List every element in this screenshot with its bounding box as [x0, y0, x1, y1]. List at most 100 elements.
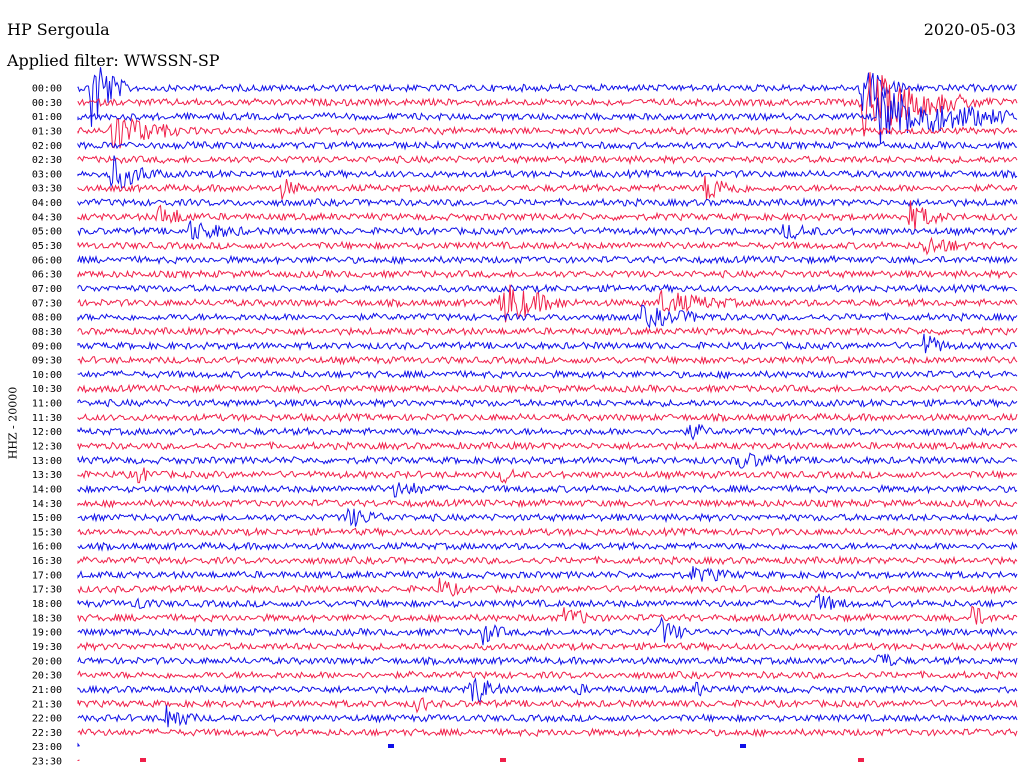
time-label: 12:30 — [32, 442, 62, 453]
time-label: 02:00 — [32, 141, 62, 152]
time-label: 09:30 — [32, 356, 62, 367]
trace-line — [77, 742, 80, 747]
trace-line — [77, 325, 1018, 337]
time-label: 19:30 — [32, 642, 62, 653]
time-label: 00:30 — [32, 98, 62, 109]
time-label: 04:00 — [32, 198, 62, 209]
time-label: 16:00 — [32, 542, 62, 553]
trace-line — [77, 541, 1018, 552]
time-label: 10:00 — [32, 370, 62, 381]
trace-line — [77, 467, 1018, 485]
time-label: 08:30 — [32, 327, 62, 338]
time-labels: 00:00 00:30 01:00 01:30 02:00 02:30 03:00 03:30… — [32, 84, 62, 768]
trace-line — [77, 616, 1018, 646]
time-label: 14:30 — [32, 499, 62, 510]
time-label: 07:30 — [32, 298, 62, 309]
time-label: 06:30 — [32, 270, 62, 281]
trace-line — [77, 697, 1018, 714]
time-label: 20:00 — [32, 656, 62, 667]
time-label: 06:00 — [32, 255, 62, 266]
trace-line — [77, 67, 1018, 127]
time-label: 01:00 — [32, 112, 62, 123]
trace-line — [77, 412, 1018, 423]
time-label: 23:00 — [32, 742, 62, 753]
time-label: 08:00 — [32, 313, 62, 324]
trace-line — [77, 175, 1018, 201]
trace-line — [77, 440, 1018, 451]
trace-line — [77, 284, 1018, 323]
trace-line — [77, 452, 1018, 469]
trace-line — [77, 369, 1018, 380]
time-label: 12:00 — [32, 427, 62, 438]
trace-line — [77, 566, 1018, 582]
time-label: 03:00 — [32, 169, 62, 180]
trace-line — [77, 72, 1018, 137]
trace-line — [77, 269, 1018, 280]
time-label: 17:00 — [32, 570, 62, 581]
station-title: HP Sergoula — [7, 20, 110, 39]
time-label: 21:30 — [32, 699, 62, 710]
time-label: 04:30 — [32, 212, 62, 223]
time-label: 20:30 — [32, 671, 62, 682]
time-label: 09:00 — [32, 341, 62, 352]
time-label: 02:30 — [32, 155, 62, 166]
time-label: 19:00 — [32, 628, 62, 639]
trace-line — [77, 507, 1018, 527]
time-label: 15:00 — [32, 513, 62, 524]
trace-line — [77, 236, 1018, 256]
trace-line — [77, 139, 1018, 151]
time-label: 05:30 — [32, 241, 62, 252]
trace-mark — [388, 744, 394, 748]
trace-line — [77, 423, 1018, 441]
time-label: 10:30 — [32, 384, 62, 395]
trace-line — [77, 727, 1018, 738]
trace-line — [77, 333, 1018, 354]
trace-line — [77, 641, 1018, 652]
date-label: 2020-05-03 — [923, 20, 1016, 39]
trace-mark — [140, 758, 146, 762]
trace-line — [77, 283, 1018, 294]
trace-line — [77, 577, 1018, 597]
trace-line — [77, 677, 1018, 703]
trace-line — [77, 653, 1018, 667]
trace-mark — [740, 744, 746, 748]
trace-line — [77, 759, 80, 761]
trace-line — [77, 670, 1018, 680]
time-label: 21:00 — [32, 685, 62, 696]
trace-line — [77, 555, 1018, 566]
trace-line — [77, 200, 1018, 231]
trace-line — [77, 526, 1018, 538]
trace-line — [77, 154, 1018, 166]
time-label: 23:30 — [32, 757, 62, 768]
trace-group — [77, 67, 1018, 762]
time-label: 07:00 — [32, 284, 62, 295]
trace-line — [77, 155, 1018, 189]
time-label: 22:30 — [32, 728, 62, 739]
time-label: 16:30 — [32, 556, 62, 567]
time-label: 18:30 — [32, 613, 62, 624]
time-label: 17:30 — [32, 585, 62, 596]
trace-line — [77, 91, 1018, 144]
trace-line — [77, 605, 1018, 625]
trace-line — [77, 383, 1018, 394]
trace-line — [77, 117, 1018, 149]
time-label: 03:30 — [32, 184, 62, 195]
filter-label: Applied filter: WWSSN-SP — [7, 51, 220, 70]
trace-mark — [500, 758, 506, 762]
time-label: 05:00 — [32, 227, 62, 238]
trace-line — [77, 397, 1018, 409]
trace-line — [77, 355, 1018, 366]
time-label: 22:00 — [32, 714, 62, 725]
time-label: 14:00 — [32, 484, 62, 495]
trace-line — [77, 593, 1018, 611]
time-label: 00:00 — [32, 84, 62, 95]
trace-line — [77, 304, 1018, 329]
trace-line — [77, 220, 1018, 240]
time-label: 01:30 — [32, 126, 62, 137]
trace-line — [77, 498, 1018, 509]
time-label: 13:00 — [32, 456, 62, 467]
trace-line — [77, 705, 1018, 728]
trace-mark — [858, 758, 864, 762]
time-label: 18:00 — [32, 599, 62, 610]
